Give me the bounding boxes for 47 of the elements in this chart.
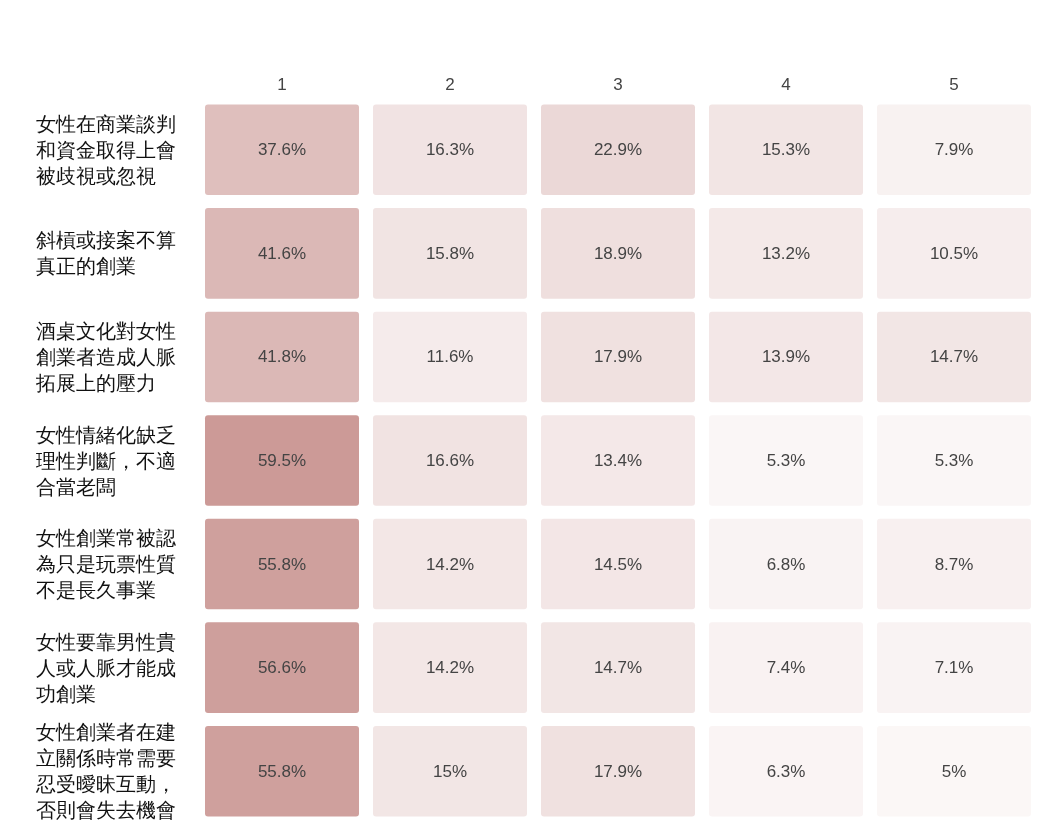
data-label: 13.9% (761, 347, 811, 367)
data-label: 14.7% (593, 658, 643, 678)
data-label: 5.3% (934, 451, 974, 470)
data-label: 7.9% (934, 140, 974, 160)
data-label: 13.4% (593, 451, 643, 470)
data-label: 17.9% (593, 347, 643, 367)
y-tick-label: 酒桌文化對女性創業者造成人脈拓展上的壓力 (35, 319, 176, 394)
data-label: 7.1% (934, 658, 974, 678)
x-tick-label: 2 (445, 75, 455, 94)
data-label: 15% (432, 761, 468, 781)
data-label: 11.6% (426, 347, 474, 367)
y-tick-label: 女性在商業談判和資金取得上會被歧視或忽視 (36, 112, 176, 187)
data-label: 14.2% (425, 554, 475, 574)
data-label: 8.7% (934, 554, 974, 574)
data-label: 13.2% (761, 243, 811, 263)
data-label: 5% (941, 761, 967, 781)
data-label: 17.9% (593, 761, 643, 781)
data-label: 14.5% (593, 554, 643, 574)
data-label: 59.5% (257, 451, 307, 470)
data-label: 5.3% (766, 451, 806, 470)
y-tick-label: 斜槓或接案不算真正的創業 (36, 229, 176, 278)
y-tick-label: 女性情緒化缺乏理性判斷，不適合當老闆 (36, 423, 176, 498)
data-label: 6.8% (766, 554, 806, 574)
x-tick-label: 3 (613, 75, 623, 94)
data-label: 41.6% (257, 243, 307, 263)
data-label: 16.6% (425, 451, 475, 470)
data-label: 37.6% (257, 140, 307, 160)
y-tick-label: 女性創業常被認為只是玩票性質不是長久事業 (36, 527, 176, 602)
y-tick-label: 女性創業者在建立關係時常需要忍受曖昧互動，否則會失去機會 (35, 721, 176, 822)
x-tick-label: 5 (949, 75, 959, 94)
x-tick-label: 4 (781, 75, 791, 94)
data-label: 15.3% (761, 140, 811, 160)
data-label: 6.3% (766, 761, 806, 781)
x-tick-label: 1 (277, 75, 287, 94)
data-label: 15.8% (425, 243, 475, 263)
data-label: 14.7% (929, 347, 979, 367)
data-label: 55.8% (257, 554, 307, 574)
data-label: 56.6% (257, 658, 307, 678)
data-label: 7.4% (766, 658, 806, 678)
data-label: 41.8% (257, 347, 307, 367)
data-label: 10.5% (929, 243, 979, 263)
data-label: 55.8% (257, 761, 307, 781)
data-label: 16.3% (425, 140, 475, 160)
data-label: 18.9% (593, 243, 643, 263)
y-tick-label: 女性要靠男性貴人或人脈才能成功創業 (36, 630, 176, 705)
data-label: 22.9% (593, 140, 643, 160)
data-label: 14.2% (425, 658, 475, 678)
